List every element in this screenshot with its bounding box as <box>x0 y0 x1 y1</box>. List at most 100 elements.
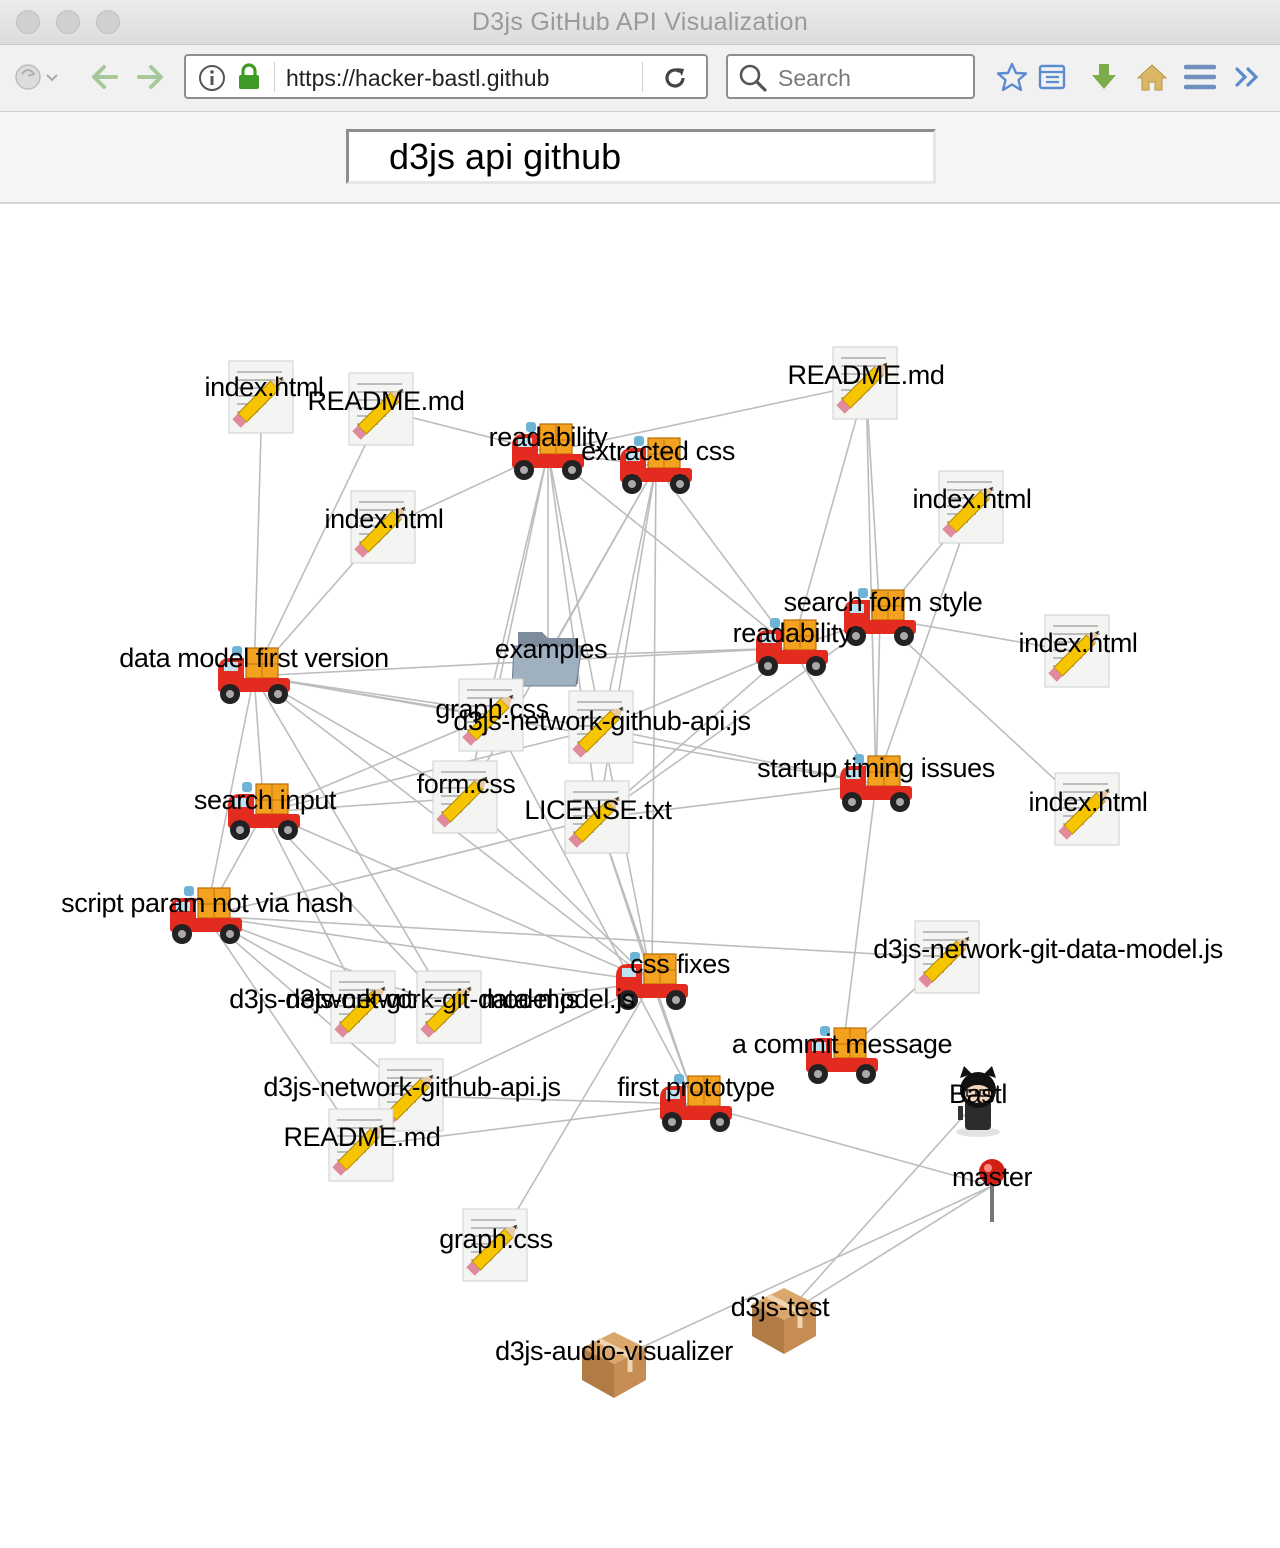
graph-node-label: LICENSE.txt <box>524 795 672 825</box>
graph-node-file[interactable]: d3js-network-git-data-model.js <box>285 970 635 1044</box>
home-icon[interactable] <box>1132 57 1172 97</box>
graph-node-file[interactable]: index.html <box>912 470 1032 544</box>
bookmark-star-icon[interactable] <box>992 57 1032 97</box>
graph-node-label: startup timing issues <box>757 753 995 783</box>
graph-node-label: index.html <box>324 504 443 534</box>
graph-node-label: README.md <box>788 360 945 390</box>
graph-link <box>491 451 549 717</box>
graph-node-label: extracted css <box>581 436 735 466</box>
graph-link <box>783 1185 993 1317</box>
graph-link <box>263 797 467 813</box>
graph-node-branch[interactable]: master <box>952 1159 1033 1222</box>
graph-node-label: first prototype <box>617 1072 775 1102</box>
graph-link <box>783 1099 979 1317</box>
graph-node-label: master <box>952 1162 1033 1192</box>
graph-node-file[interactable]: index.html <box>1018 614 1138 688</box>
graph-link <box>597 647 793 819</box>
graph-node-label: d3js-network-git-data-model.js <box>873 934 1223 964</box>
graph-node-label: search input <box>194 785 337 815</box>
graph-node-commit[interactable]: search form style <box>784 587 983 647</box>
repo-search-input[interactable] <box>346 129 936 184</box>
forward-arrow-icon[interactable] <box>131 57 171 97</box>
graph-node-repo[interactable]: d3js-audio-visualizer <box>495 1332 734 1398</box>
graph-node-file[interactable]: graph.css <box>439 1208 553 1282</box>
graph-link <box>205 915 413 1097</box>
graph-node-label: data model first version <box>119 643 389 673</box>
graph-link <box>411 1095 697 1105</box>
graph-node-commit[interactable]: extracted css <box>581 435 735 495</box>
menu-hamburger-icon[interactable] <box>1180 57 1220 97</box>
graph-node-file[interactable]: d3js-network-github-api.js <box>263 1058 561 1132</box>
graph-node-file[interactable]: README.md <box>284 1108 441 1182</box>
reload-icon[interactable] <box>662 65 688 91</box>
graph-node-label: readability <box>733 618 853 648</box>
graph-node-label: d3js-test <box>731 1292 830 1322</box>
graph-node-file[interactable]: d3js-network-git-data-model.js <box>229 970 579 1044</box>
minimize-window-button[interactable] <box>56 10 80 34</box>
graph-node-file[interactable]: README.md <box>788 346 945 420</box>
graph-link <box>253 675 467 799</box>
zoom-window-button[interactable] <box>96 10 120 34</box>
graph-node-file[interactable]: graph.css <box>435 678 549 752</box>
graph-link <box>547 451 793 649</box>
url-text[interactable]: https://hacker-bastl.github <box>286 65 550 91</box>
overflow-chevron-icon[interactable] <box>1228 57 1268 97</box>
graph-node-commit[interactable]: data model first version <box>119 643 389 705</box>
graph-node-file[interactable]: index.html <box>1028 772 1148 846</box>
search-bar[interactable] <box>726 54 975 99</box>
graph-node-label: form.css <box>417 769 516 799</box>
graph-node-user[interactable]: Bastl <box>949 1065 1007 1138</box>
back-arrow-icon[interactable] <box>84 57 124 97</box>
graph-link <box>841 783 877 1057</box>
graph-node-commit[interactable]: first prototype <box>617 1072 775 1133</box>
graph-node-label: readability <box>489 422 609 452</box>
search-icon <box>739 64 767 92</box>
graph-node-label: a commit message <box>732 1029 952 1059</box>
graph-node-commit[interactable]: css fixes <box>615 949 730 1011</box>
search-input[interactable] <box>776 62 970 94</box>
url-bar[interactable]: https://hacker-bastl.github <box>184 54 708 99</box>
graph-node-commit[interactable]: a commit message <box>732 1025 952 1085</box>
graph-node-label: README.md <box>284 1122 441 1152</box>
graph-link <box>253 409 383 677</box>
close-window-button[interactable] <box>16 10 40 34</box>
graph-link <box>791 383 867 649</box>
graph-link <box>547 383 867 453</box>
graph-link <box>263 811 653 983</box>
lock-icon <box>239 63 259 89</box>
graph-link <box>879 617 1089 811</box>
graph-node-repo[interactable]: d3js-test <box>731 1288 831 1354</box>
graph-link <box>253 675 451 1009</box>
graph-node-commit[interactable]: search input <box>194 781 337 841</box>
graph-link <box>253 397 263 677</box>
graph-node-file[interactable]: LICENSE.txt <box>524 780 673 854</box>
graph-node-file[interactable]: index.html <box>204 360 324 434</box>
page-search-form <box>0 112 1280 204</box>
graph-link <box>695 1103 993 1187</box>
graph-node-label: search form style <box>784 587 983 617</box>
download-arrow-icon[interactable] <box>1084 57 1124 97</box>
graph-node-commit[interactable]: startup timing issues <box>757 753 995 813</box>
graph-node-file[interactable]: README.md <box>308 372 465 446</box>
graph-node-commit[interactable]: readability <box>489 421 609 481</box>
graph-node-file[interactable]: form.css <box>417 760 516 834</box>
reading-list-icon[interactable] <box>1032 57 1072 97</box>
graph-node-file[interactable]: d3js-network-git-data-model.js <box>873 920 1223 994</box>
firefox-menu-icon[interactable] <box>8 57 64 97</box>
graph-link <box>205 915 653 983</box>
graph-node-file[interactable]: d3js-network-github-api.js <box>453 690 751 764</box>
info-icon[interactable] <box>198 64 226 92</box>
graph-node-file[interactable]: index.html <box>324 490 444 564</box>
window-titlebar: D3js GitHub API Visualization <box>0 0 1280 45</box>
graph-node-label: index.html <box>912 484 1031 514</box>
window-title: D3js GitHub API Visualization <box>471 8 809 36</box>
graph-link <box>495 981 653 1247</box>
graph-link <box>601 465 657 729</box>
graph-node-label: script param not via hash <box>61 888 353 918</box>
graph-node-commit[interactable]: readability <box>733 617 853 677</box>
graph-link <box>597 783 877 819</box>
url-separator <box>642 62 643 92</box>
graph-node-folder[interactable]: examples <box>495 631 608 687</box>
graph-node-commit[interactable]: script param not via hash <box>61 885 353 945</box>
